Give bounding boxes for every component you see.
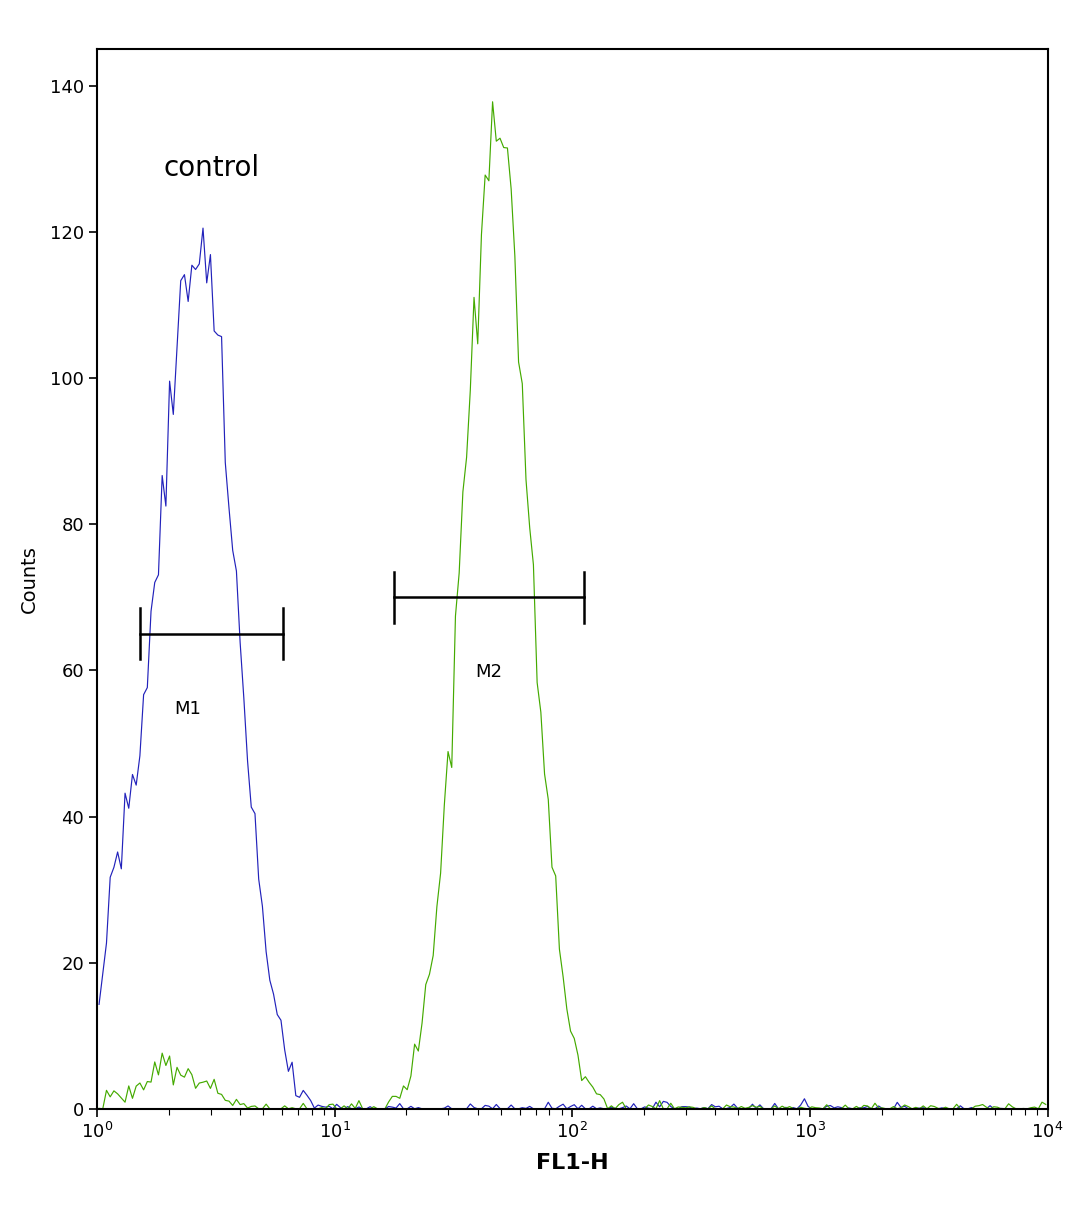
Text: M2: M2 bbox=[475, 663, 502, 681]
Text: M1: M1 bbox=[174, 700, 201, 717]
X-axis label: FL1-H: FL1-H bbox=[536, 1153, 609, 1173]
Text: control: control bbox=[164, 154, 260, 182]
Y-axis label: Counts: Counts bbox=[19, 545, 39, 614]
